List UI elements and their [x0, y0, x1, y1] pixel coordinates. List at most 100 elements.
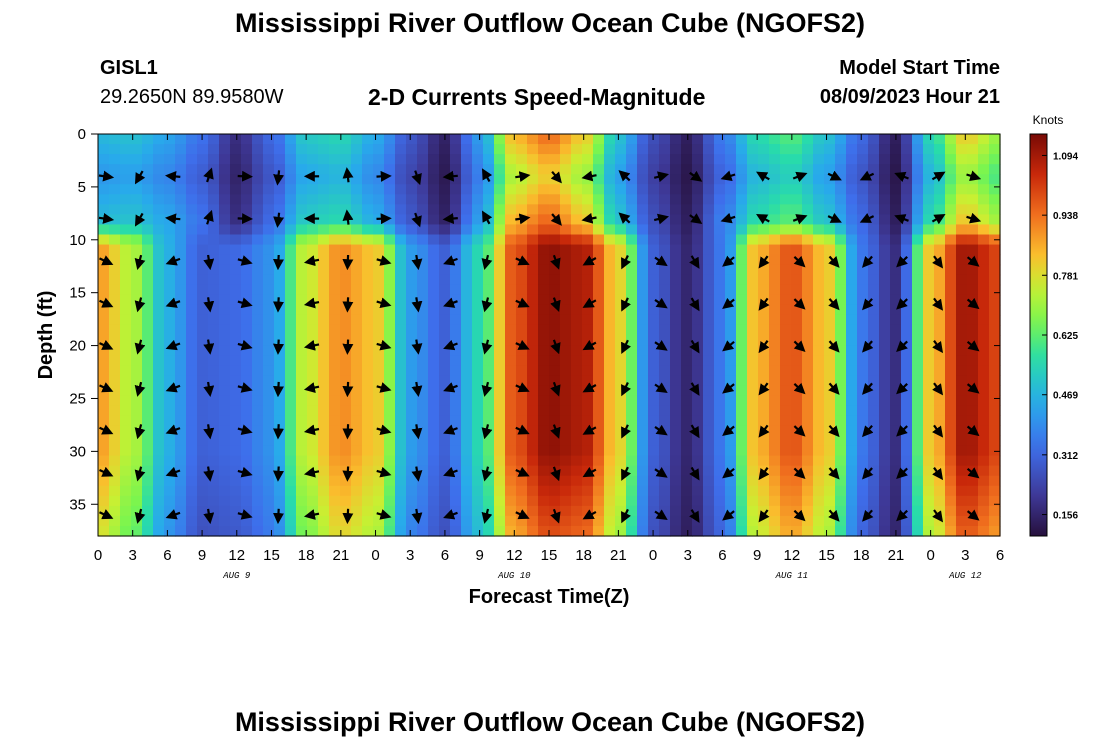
heatmap-cell: [164, 154, 176, 165]
heatmap-cell: [571, 465, 583, 477]
heatmap-cell: [98, 345, 110, 356]
heatmap-cell: [714, 485, 726, 497]
current-arrow: [793, 382, 806, 395]
heatmap-cell: [593, 435, 605, 447]
heatmap-cell: [659, 495, 671, 507]
heatmap-cell: [263, 495, 275, 507]
heatmap-cell: [428, 335, 440, 346]
heatmap-cell: [307, 144, 319, 155]
heatmap-cell: [406, 224, 418, 236]
heatmap-cell: [824, 154, 836, 165]
heatmap-cell: [901, 134, 913, 145]
heatmap-cell: [758, 495, 770, 507]
heatmap-cell: [461, 445, 473, 457]
heatmap-cell: [120, 485, 132, 497]
heatmap-cell: [472, 395, 484, 406]
heatmap-cell: [791, 274, 803, 286]
heatmap-cell: [989, 264, 1001, 276]
heatmap-cell: [758, 395, 770, 406]
heatmap-cell: [527, 515, 539, 527]
heatmap-cell: [538, 294, 550, 306]
heatmap-cell: [648, 204, 660, 215]
heatmap-cell: [428, 495, 440, 507]
heatmap-cell: [351, 174, 363, 185]
heatmap-cell: [417, 355, 429, 366]
current-arrow: [376, 297, 392, 309]
heatmap-cell: [340, 314, 352, 326]
heatmap-cell: [824, 164, 836, 175]
heatmap-cell: [329, 314, 341, 326]
heatmap-cell: [329, 475, 341, 487]
heatmap-cell: [604, 485, 616, 497]
heatmap-cell: [329, 264, 341, 276]
heatmap-cell: [109, 234, 121, 246]
heatmap-cell: [219, 465, 231, 477]
heatmap-cell: [318, 184, 330, 195]
current-arrow: [272, 424, 284, 440]
heatmap-cell: [318, 304, 330, 316]
heatmap-cell: [802, 134, 814, 145]
heatmap-cell: [505, 274, 517, 286]
heatmap-cell: [868, 164, 880, 175]
heatmap-cell: [549, 355, 561, 366]
current-arrow: [621, 255, 631, 270]
heatmap-cell: [362, 174, 374, 185]
heatmap-cell: [714, 134, 726, 145]
heatmap-cell: [318, 505, 330, 517]
heatmap-cell: [252, 365, 264, 376]
heatmap-cell: [307, 134, 319, 145]
heatmap-cell: [923, 345, 935, 356]
heatmap-cell: [417, 284, 429, 296]
heatmap-cell: [373, 304, 385, 316]
heatmap-cell: [252, 425, 264, 437]
heatmap-cell: [670, 264, 682, 276]
heatmap-cell: [98, 314, 110, 326]
heatmap-cell: [494, 254, 506, 266]
heatmap-cell: [296, 244, 308, 256]
heatmap-cell: [747, 485, 759, 497]
heatmap-cell: [197, 274, 209, 286]
heatmap-cell: [175, 435, 187, 447]
current-arrow: [550, 508, 561, 524]
heatmap-cell: [252, 435, 264, 447]
heatmap-cell: [142, 304, 154, 316]
heatmap-cell: [879, 234, 891, 246]
heatmap-cell: [868, 244, 880, 256]
heatmap-cell: [142, 324, 154, 336]
heatmap-cell: [791, 184, 803, 195]
heatmap-cell: [285, 515, 297, 527]
heatmap-cell: [241, 184, 253, 195]
heatmap-cell: [472, 385, 484, 396]
heatmap-cell: [692, 455, 704, 467]
heatmap-cell: [615, 375, 627, 386]
heatmap-cell: [582, 495, 594, 507]
heatmap-cell: [626, 455, 638, 467]
heatmap-cell: [395, 234, 407, 246]
heatmap-cell: [164, 284, 176, 296]
heatmap-cell: [142, 224, 154, 236]
heatmap-cell: [681, 375, 693, 386]
heatmap-cell: [703, 335, 715, 346]
heatmap-cell: [351, 264, 363, 276]
heatmap-cell: [472, 284, 484, 296]
heatmap-cell: [395, 405, 407, 416]
heatmap-cell: [175, 485, 187, 497]
heatmap-cell: [186, 415, 198, 427]
heatmap-cell: [329, 254, 341, 266]
heatmap-cell: [934, 355, 946, 366]
heatmap-cell: [274, 314, 286, 326]
heatmap-cell: [780, 164, 792, 175]
heatmap-cell: [791, 365, 803, 376]
heatmap-cell: [604, 495, 616, 507]
heatmap-cell: [604, 304, 616, 316]
heatmap-cell: [714, 355, 726, 366]
heatmap-cell: [285, 314, 297, 326]
current-arrow: [481, 466, 493, 482]
current-arrow: [443, 255, 458, 266]
heatmap-cell: [626, 445, 638, 457]
heatmap-cell: [120, 435, 132, 447]
heatmap-cell: [802, 405, 814, 416]
heatmap-cell: [362, 515, 374, 527]
heatmap-cell: [153, 515, 165, 527]
heatmap-cell: [637, 174, 649, 185]
